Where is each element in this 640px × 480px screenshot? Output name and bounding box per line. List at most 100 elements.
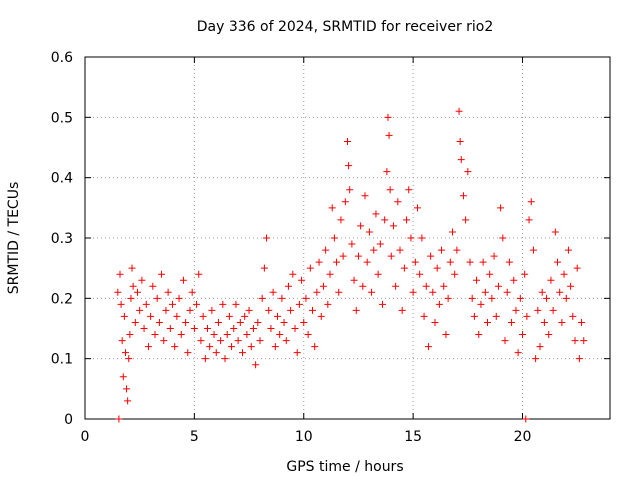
data-point bbox=[486, 270, 494, 278]
data-point bbox=[304, 331, 312, 339]
y-tick-label: 0.4 bbox=[51, 171, 73, 187]
data-point bbox=[484, 318, 491, 326]
data-point bbox=[540, 318, 548, 326]
data-point bbox=[422, 282, 430, 290]
chart-title: Day 336 of 2024, SRMTID for receiver rio… bbox=[197, 19, 494, 35]
data-point bbox=[497, 204, 505, 212]
data-point bbox=[249, 325, 257, 332]
data-point bbox=[431, 318, 439, 326]
data-point bbox=[298, 276, 306, 284]
data-point bbox=[538, 288, 546, 296]
data-point bbox=[409, 288, 417, 296]
data-point bbox=[578, 318, 586, 326]
data-point bbox=[254, 318, 262, 326]
data-point bbox=[381, 216, 389, 224]
data-point bbox=[444, 294, 452, 302]
data-point bbox=[383, 168, 391, 176]
data-point bbox=[210, 331, 218, 339]
data-point bbox=[311, 343, 319, 351]
data-point bbox=[144, 343, 152, 351]
y-tick-label: 0 bbox=[64, 412, 73, 428]
data-point bbox=[265, 306, 273, 314]
data-point bbox=[247, 343, 255, 351]
data-point bbox=[302, 294, 310, 302]
data-point bbox=[127, 294, 135, 302]
data-point bbox=[385, 131, 393, 139]
data-point bbox=[221, 355, 229, 363]
data-point bbox=[136, 306, 144, 314]
data-point bbox=[138, 276, 146, 284]
data-point bbox=[195, 270, 203, 278]
data-point bbox=[345, 162, 353, 170]
data-point bbox=[339, 252, 347, 260]
data-point bbox=[405, 186, 413, 194]
data-point bbox=[175, 294, 183, 302]
y-axis-label: SRMTID / TECUs bbox=[6, 182, 22, 295]
data-point bbox=[361, 192, 369, 200]
data-point bbox=[435, 300, 443, 308]
data-point bbox=[117, 300, 125, 308]
data-point bbox=[282, 337, 290, 345]
data-point bbox=[438, 246, 446, 254]
data-point bbox=[151, 331, 159, 339]
data-point bbox=[396, 246, 404, 254]
data-point bbox=[389, 222, 397, 230]
data-point bbox=[179, 276, 187, 284]
data-point bbox=[160, 337, 168, 345]
data-point bbox=[120, 312, 128, 320]
data-point bbox=[384, 113, 392, 121]
data-point bbox=[188, 288, 196, 296]
data-points bbox=[114, 107, 588, 423]
data-point bbox=[118, 337, 126, 345]
x-tick-label: 10 bbox=[295, 429, 313, 445]
data-point bbox=[379, 300, 386, 308]
y-tick-label: 0.6 bbox=[51, 50, 73, 66]
data-point bbox=[479, 258, 487, 266]
data-point bbox=[274, 312, 281, 320]
data-point bbox=[580, 337, 588, 345]
data-point bbox=[440, 282, 448, 290]
data-point bbox=[525, 216, 533, 224]
data-point bbox=[400, 264, 408, 272]
data-point bbox=[556, 288, 564, 296]
data-point bbox=[217, 337, 225, 345]
data-point bbox=[256, 337, 264, 345]
data-point bbox=[456, 137, 464, 145]
data-point bbox=[573, 264, 581, 272]
data-point bbox=[521, 270, 529, 278]
data-point bbox=[276, 331, 284, 339]
data-point bbox=[300, 318, 308, 326]
data-point bbox=[134, 288, 141, 296]
data-point bbox=[374, 270, 382, 278]
data-point bbox=[571, 337, 579, 345]
data-point bbox=[357, 222, 365, 230]
data-point bbox=[567, 282, 575, 290]
data-point bbox=[370, 246, 378, 254]
y-tick-label: 0.5 bbox=[51, 110, 73, 126]
data-point bbox=[287, 306, 295, 314]
data-point bbox=[490, 252, 498, 260]
data-point bbox=[459, 192, 467, 200]
data-point bbox=[230, 325, 238, 332]
data-point bbox=[359, 282, 367, 290]
data-point bbox=[129, 282, 137, 290]
data-point bbox=[344, 137, 351, 145]
data-point bbox=[575, 355, 583, 363]
data-point bbox=[280, 318, 288, 326]
data-point bbox=[201, 355, 209, 363]
data-point bbox=[131, 318, 139, 326]
data-point bbox=[488, 294, 496, 302]
data-point bbox=[182, 318, 190, 326]
data-point bbox=[278, 294, 286, 302]
data-point bbox=[295, 300, 303, 308]
data-point bbox=[475, 331, 483, 339]
data-point bbox=[442, 331, 450, 339]
data-point bbox=[190, 325, 198, 332]
data-point bbox=[149, 282, 157, 290]
data-point bbox=[225, 312, 233, 320]
data-point bbox=[236, 318, 244, 326]
data-point bbox=[464, 168, 472, 176]
data-point bbox=[319, 282, 327, 290]
data-point bbox=[558, 318, 566, 326]
data-point bbox=[547, 276, 555, 284]
